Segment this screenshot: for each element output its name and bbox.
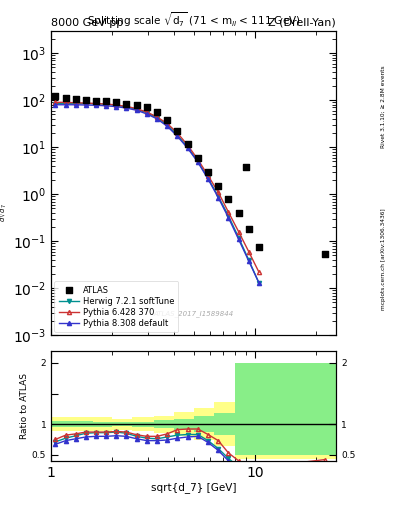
ATLAS	[123, 99, 129, 108]
Pythia 8.308 default	[145, 111, 149, 117]
Legend: ATLAS, Herwig 7.2.1 softTune, Pythia 6.428 370, Pythia 8.308 default: ATLAS, Herwig 7.2.1 softTune, Pythia 6.4…	[54, 282, 178, 332]
ATLAS	[215, 182, 221, 190]
Text: mcplots.cern.ch [arXiv:1306.3436]: mcplots.cern.ch [arXiv:1306.3436]	[381, 208, 386, 310]
Herwig 7.2.1 softTune	[236, 234, 241, 241]
Herwig 7.2.1 softTune	[206, 175, 210, 181]
Pythia 6.428 370	[155, 114, 160, 120]
Pythia 6.428 370	[114, 102, 119, 108]
Herwig 7.2.1 softTune	[73, 100, 78, 106]
Pythia 6.428 370	[226, 209, 231, 215]
ATLAS	[256, 243, 262, 251]
Pythia 8.308 default	[185, 145, 190, 152]
Pythia 6.428 370	[195, 156, 200, 162]
Line: Herwig 7.2.1 softTune: Herwig 7.2.1 softTune	[53, 101, 261, 285]
Pythia 8.308 default	[94, 102, 98, 109]
Herwig 7.2.1 softTune	[145, 110, 149, 116]
ATLAS	[103, 97, 109, 105]
ATLAS	[83, 96, 89, 104]
Pythia 6.428 370	[94, 100, 98, 106]
ATLAS	[154, 109, 160, 117]
Pythia 8.308 default	[246, 258, 251, 264]
Herwig 7.2.1 softTune	[94, 101, 98, 107]
X-axis label: sqrt{d_7} [GeV]: sqrt{d_7} [GeV]	[151, 482, 236, 494]
Pythia 6.428 370	[63, 99, 68, 105]
ATLAS	[73, 95, 79, 103]
Pythia 6.428 370	[53, 99, 58, 105]
Pythia 6.428 370	[145, 109, 149, 115]
Pythia 8.308 default	[155, 116, 160, 122]
ATLAS	[242, 163, 249, 171]
Text: Rivet 3.1.10; ≥ 2.8M events: Rivet 3.1.10; ≥ 2.8M events	[381, 66, 386, 148]
Pythia 6.428 370	[104, 101, 108, 107]
Herwig 7.2.1 softTune	[104, 101, 108, 108]
ATLAS	[321, 249, 328, 258]
Pythia 6.428 370	[185, 142, 190, 148]
Y-axis label: Ratio to ATLAS: Ratio to ATLAS	[20, 373, 29, 439]
Pythia 8.308 default	[195, 159, 200, 165]
ATLAS	[52, 92, 59, 100]
Line: Pythia 8.308 default: Pythia 8.308 default	[53, 103, 261, 285]
ATLAS	[144, 103, 150, 112]
Pythia 8.308 default	[165, 123, 169, 129]
Herwig 7.2.1 softTune	[124, 104, 129, 110]
Pythia 8.308 default	[257, 280, 261, 286]
Pythia 8.308 default	[226, 215, 231, 221]
Pythia 8.308 default	[134, 107, 139, 113]
Herwig 7.2.1 softTune	[246, 257, 251, 263]
Pythia 8.308 default	[53, 102, 58, 108]
ATLAS	[113, 98, 119, 106]
Herwig 7.2.1 softTune	[155, 115, 160, 121]
Herwig 7.2.1 softTune	[134, 106, 139, 112]
Pythia 6.428 370	[206, 173, 210, 179]
Pythia 8.308 default	[114, 103, 119, 110]
Pythia 6.428 370	[257, 269, 261, 275]
Pythia 6.428 370	[124, 103, 129, 110]
ATLAS	[185, 139, 191, 147]
ATLAS	[246, 225, 252, 233]
Pythia 8.308 default	[206, 176, 210, 182]
Pythia 6.428 370	[73, 100, 78, 106]
Pythia 6.428 370	[83, 100, 88, 106]
Pythia 8.308 default	[175, 133, 180, 139]
Text: 8000 GeV pp: 8000 GeV pp	[51, 18, 123, 28]
ATLAS	[225, 195, 231, 203]
Line: Pythia 6.428 370: Pythia 6.428 370	[53, 100, 261, 274]
Herwig 7.2.1 softTune	[53, 100, 58, 106]
Pythia 6.428 370	[216, 189, 220, 196]
Text: Z (Drell-Yan): Z (Drell-Yan)	[268, 18, 336, 28]
Pythia 6.428 370	[175, 130, 180, 136]
ATLAS	[134, 101, 140, 109]
Text: ATLAS_2017_I1589844: ATLAS_2017_I1589844	[153, 310, 234, 317]
ATLAS	[62, 94, 69, 102]
Title: Splitting scale $\sqrt{\mathrm{d}_7}$ (71 < m$_{ll}$ < 111 GeV): Splitting scale $\sqrt{\mathrm{d}_7}$ (7…	[87, 10, 300, 29]
ATLAS	[93, 96, 99, 104]
Pythia 8.308 default	[124, 105, 129, 111]
Pythia 6.428 370	[236, 229, 241, 235]
Herwig 7.2.1 softTune	[226, 212, 231, 219]
Pythia 8.308 default	[73, 102, 78, 108]
Herwig 7.2.1 softTune	[63, 100, 68, 106]
Pythia 6.428 370	[246, 249, 251, 255]
Herwig 7.2.1 softTune	[195, 158, 200, 164]
Herwig 7.2.1 softTune	[216, 194, 220, 200]
Herwig 7.2.1 softTune	[114, 102, 119, 109]
Y-axis label: $\frac{d\sigma}{d\sqrt{d_7}}$ [pb,GeV$^{-1}$]: $\frac{d\sigma}{d\sqrt{d_7}}$ [pb,GeV$^{…	[0, 144, 10, 222]
Herwig 7.2.1 softTune	[257, 280, 261, 286]
ATLAS	[195, 154, 201, 162]
Pythia 8.308 default	[236, 236, 241, 242]
Herwig 7.2.1 softTune	[175, 132, 180, 138]
Pythia 8.308 default	[83, 102, 88, 108]
ATLAS	[235, 209, 242, 217]
Pythia 6.428 370	[134, 105, 139, 112]
ATLAS	[164, 116, 170, 124]
ATLAS	[174, 127, 181, 135]
Pythia 8.308 default	[63, 102, 68, 108]
Herwig 7.2.1 softTune	[83, 100, 88, 106]
Pythia 8.308 default	[104, 103, 108, 109]
Pythia 6.428 370	[165, 120, 169, 126]
Herwig 7.2.1 softTune	[185, 144, 190, 151]
Herwig 7.2.1 softTune	[165, 122, 169, 128]
ATLAS	[205, 168, 211, 176]
Pythia 8.308 default	[216, 195, 220, 201]
